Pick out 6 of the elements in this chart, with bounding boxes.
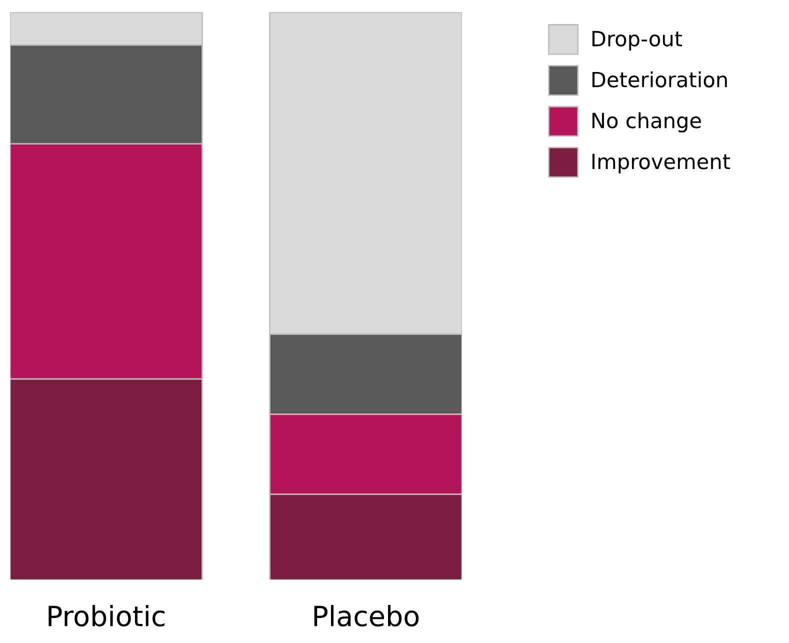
legend-label: No change: [592, 112, 701, 132]
x-tick-label: Placebo: [314, 605, 419, 626]
legend-label: Drop-out: [592, 31, 682, 51]
legend-label: Deterioration: [592, 71, 727, 88]
x-tick-label: Probiotic: [48, 605, 165, 626]
legend-label: Improvement: [592, 154, 730, 174]
